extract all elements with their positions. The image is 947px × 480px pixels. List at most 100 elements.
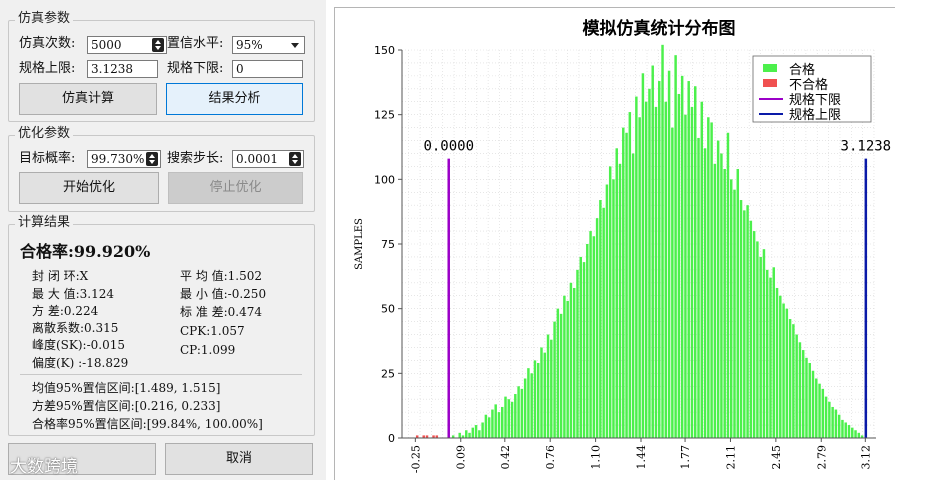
pass-bar [664,101,668,438]
pass-bar [785,308,789,438]
pass-bar [690,106,694,438]
spec-limit-label: 3.1238 [841,139,892,155]
pass-bar [553,321,556,438]
y-axis-label: SAMPLES [354,218,365,270]
spin-arrows-icon[interactable] [152,38,164,52]
y-tick-label: 75 [381,238,395,251]
pass-bar [687,81,690,438]
pass-bar [746,205,749,438]
rate-ci: 合格率95%置信区间:[99.84%, 100.00%] [32,417,263,431]
pass-bar [487,417,491,438]
fail-bar [435,435,439,438]
pass-bar [622,127,625,438]
dispersion-value: 离散系数:0.315 [32,321,119,335]
start-optimize-button[interactable]: 开始优化 [19,172,159,204]
pass-bar [713,163,717,438]
pass-bar [494,404,497,438]
pass-bar [543,352,547,438]
pass-bar [759,256,762,438]
chart-panel: 模拟仿真统计分布图 0.0000 3.1238 0 25 50 75 100 125 150 -0.… [334,7,895,480]
pass-bar [520,388,524,438]
pass-bar [481,422,484,438]
fail-bar [432,435,435,438]
pass-bar [586,244,589,438]
spin-arrows-icon[interactable] [289,152,301,166]
search-step-spinbox[interactable]: 0.0001 [232,150,304,168]
opt-params-group: 优化参数 目标概率: 99.730% 搜索步长: 0.0001 开始优化 停止优… [8,126,315,212]
pass-bar [618,163,622,438]
std-value: 标 准 差:0.474 [180,305,263,319]
upper-limit-input[interactable]: 3.1238 [87,60,158,78]
y-tick-label: 50 [381,303,395,316]
pass-bar [530,373,533,438]
pass-bar [631,153,635,438]
export-button[interactable] [8,443,156,475]
pass-bar [638,117,641,439]
target-prob-spinbox[interactable]: 99.730% [87,150,161,168]
pass-bar [775,287,779,438]
legend-swatch [763,64,777,72]
pass-bar [811,370,815,438]
pass-bar [491,409,494,438]
pass-bar [739,200,743,438]
pass-bar [504,396,507,438]
pass-bar [808,362,811,438]
pass-bar [628,112,632,438]
lower-limit-input[interactable]: 0 [232,60,303,78]
pass-bar [536,362,540,438]
pass-bar [729,179,733,439]
chevron-down-icon[interactable] [291,43,299,48]
simulate-button[interactable]: 仿真计算 [19,83,157,115]
skewness-value: 峰度(SK):-0.015 [32,338,126,352]
pass-bar [752,231,756,438]
analyze-button[interactable]: 结果分析 [166,83,303,115]
pass-bar [837,414,841,438]
pass-bar [756,241,759,438]
pass-bar [680,75,684,438]
pass-bar [471,427,475,438]
sim-count-spinbox[interactable]: 5000 [87,36,167,54]
pass-bar [694,86,697,439]
pass-bar [605,184,609,438]
pass-bar [779,295,782,438]
x-tick-label: 1.10 [590,445,603,470]
cpk-value: CPK:1.057 [180,324,245,338]
stop-optimize-button[interactable]: 停止优化 [168,172,303,204]
pass-bar [772,267,775,438]
spec-limit-label: 0.0000 [423,139,474,155]
x-tick-label: 0.76 [544,445,557,470]
pass-bar [726,132,730,439]
legend-label: 不合格 [789,77,828,93]
sim-params-group: 仿真参数 仿真次数: 5000 置信水平: 95% 规格上限: 3.1238 规… [8,11,315,122]
pass-bar [824,396,828,438]
watermark-logo: 大数跨境 [10,457,78,477]
pass-bar [720,153,723,438]
x-tick-label: 0.09 [455,445,468,470]
spin-arrows-icon[interactable] [146,152,158,166]
pass-bar [546,334,550,438]
cancel-button[interactable]: 取消 [165,443,313,475]
x-tick-label: 3.12 [859,445,872,470]
pass-bar [595,218,599,438]
target-prob-label: 目标概率: [19,151,76,166]
confidence-select[interactable]: 95% [232,36,305,54]
pass-bar [589,231,592,438]
pass-bar [484,414,488,438]
pass-bar [762,249,766,438]
results-title: 计算结果 [15,215,74,231]
mean-ci: 均值95%置信区间:[1.489, 1.515] [32,381,221,395]
sim-count-value: 5000 [91,38,122,52]
pass-bar [788,319,792,438]
pass-bar [857,432,861,438]
pass-bar [801,350,805,438]
pass-bar [592,236,596,438]
y-tick-label: 25 [381,367,395,380]
y-tick-label: 100 [374,173,395,186]
x-tick-label: 1.77 [679,445,692,470]
lower-limit-label: 规格下限: [167,61,224,76]
pass-bar [749,220,753,438]
pass-bar [677,93,681,439]
pass-bar [559,313,563,438]
pass-bar [765,269,769,438]
x-tick-label: 0.42 [499,445,512,470]
